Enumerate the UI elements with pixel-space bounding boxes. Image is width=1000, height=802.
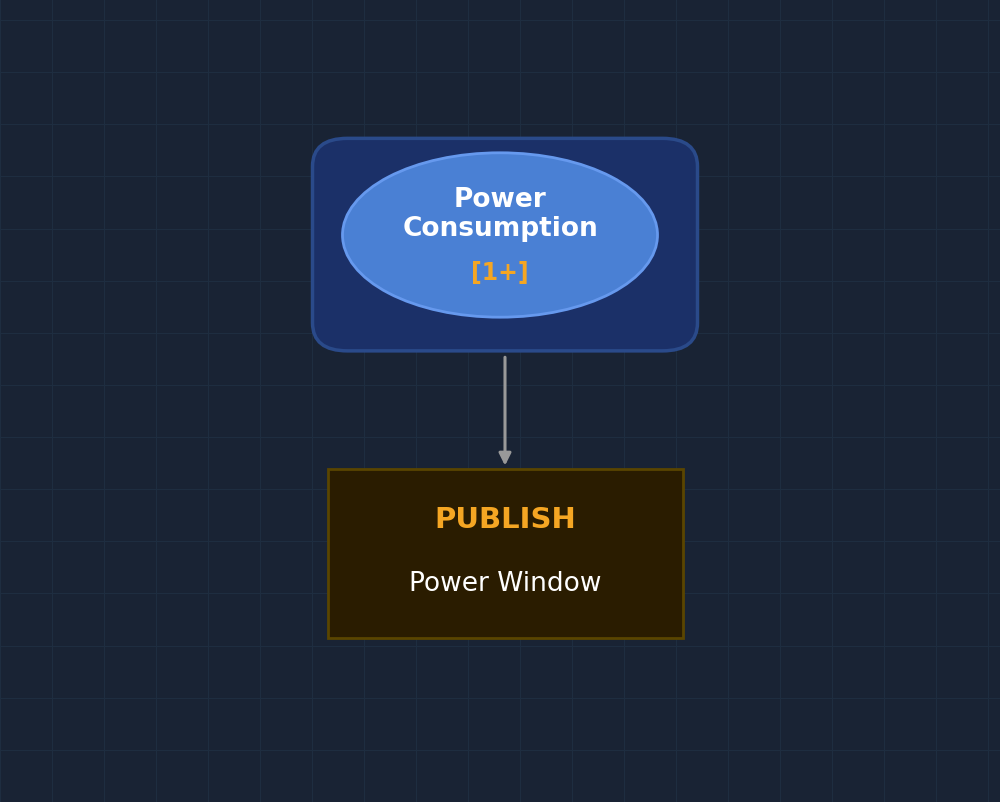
Text: PUBLISH: PUBLISH xyxy=(434,506,576,533)
Text: Power Window: Power Window xyxy=(409,571,601,597)
Ellipse shape xyxy=(342,152,658,317)
Text: Power
Consumption: Power Consumption xyxy=(402,188,598,242)
FancyBboxPatch shape xyxy=(328,469,682,638)
FancyBboxPatch shape xyxy=(312,139,698,351)
Text: [1+]: [1+] xyxy=(471,261,529,286)
